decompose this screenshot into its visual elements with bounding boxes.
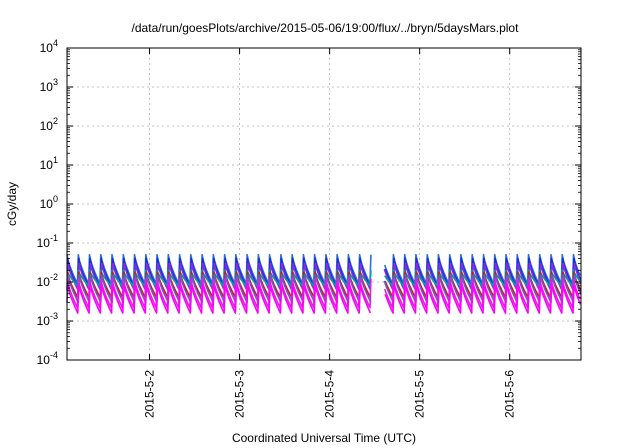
x-tick-label: 2015-5-2 [143, 370, 157, 418]
y-tick-label: 104 [40, 38, 58, 55]
x-tick-label: 2015-5-6 [503, 370, 517, 418]
y-tick-label: 103 [40, 77, 58, 94]
y-tick-label: 10-3 [37, 311, 58, 328]
grid [67, 47, 581, 361]
y-axis: 10-4 10-3 10-2 10-1 100 101 102 103 104 [37, 38, 581, 367]
y-tick-label: 100 [40, 194, 58, 211]
y-tick-label: 10-2 [37, 272, 58, 289]
chart-title: /data/run/goesPlots/archive/2015-05-06/1… [132, 21, 520, 35]
x-axis: 2015-5-2 2015-5-3 2015-5-4 2015-5-5 2015-5-6 [143, 48, 517, 418]
y-tick-label: 10-4 [37, 350, 58, 367]
x-tick-label: 2015-5-5 [413, 370, 427, 418]
series-group [66, 253, 582, 314]
y-tick-label: 102 [40, 116, 58, 133]
y-tick-label: 10-1 [37, 233, 58, 250]
x-tick-label: 2015-5-3 [233, 370, 247, 418]
y-tick-label: 101 [40, 155, 58, 172]
series-line [66, 283, 582, 314]
x-tick-label: 2015-5-4 [323, 370, 337, 418]
series-line [66, 253, 581, 285]
y-axis-label: cGy/day [5, 182, 19, 226]
x-axis-label: Coordinated Universal Time (UTC) [232, 431, 416, 445]
series-line [66, 262, 582, 292]
